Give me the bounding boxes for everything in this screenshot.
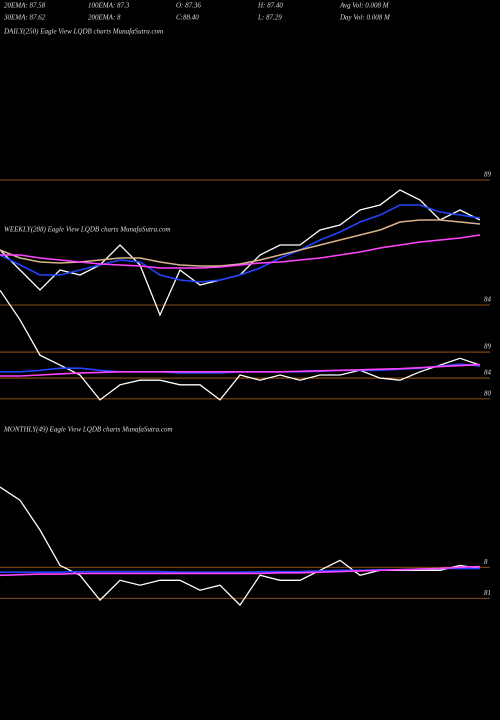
stat: Avg Vol: 0.008 M	[339, 2, 390, 10]
panel-title: MONTHLY(49) Eagle View LQDB charts Munaf…	[3, 426, 173, 434]
stat: O: 87.36	[176, 2, 201, 10]
series-line	[0, 289, 481, 401]
stat: L: 87.29	[257, 14, 282, 22]
y-tick-label: 81	[484, 589, 491, 597]
panel-title: WEEKLY(288) Eagle View LQDB charts Munaf…	[4, 226, 171, 234]
stat: 200EMA: 8	[88, 14, 121, 22]
stat: 100EMA: 87.3	[88, 2, 130, 10]
y-tick-label: 84	[484, 296, 492, 304]
stat: Day Vol: 0.008 M	[339, 14, 391, 22]
stat: C:88.40	[176, 14, 199, 22]
series-line	[0, 565, 481, 577]
panel-title: DAILY(250) Eagle View LQDB charts Munafa…	[3, 28, 163, 36]
stat: H: 87.40	[257, 2, 283, 10]
series-line	[0, 363, 481, 377]
y-tick-label: 8	[484, 558, 488, 566]
series-line	[0, 234, 481, 269]
y-tick-label: 89	[484, 343, 492, 351]
stat: 30EMA: 87.62	[3, 14, 46, 22]
y-tick-label: 80	[484, 389, 492, 397]
stat: 20EMA: 87.58	[4, 2, 46, 10]
y-tick-label: 84	[484, 369, 492, 377]
y-tick-label: 89	[484, 171, 492, 179]
series-line	[0, 204, 481, 283]
